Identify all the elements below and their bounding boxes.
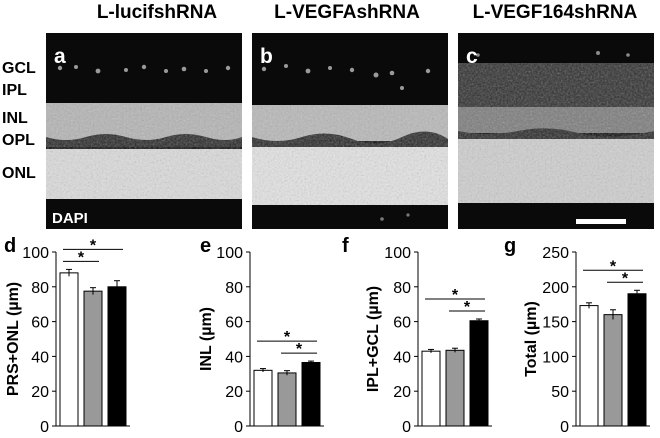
- column-title-vegfa: L-VEGFAshRNA: [274, 2, 420, 23]
- layer-label-gcl: GCL: [2, 60, 36, 77]
- panel-letter-g: g: [504, 235, 516, 257]
- bar-f-1: [421, 350, 441, 427]
- bar-g-1: [579, 305, 599, 427]
- significance-star-e: *: [296, 341, 303, 358]
- y-tick-label-f: 0: [402, 419, 411, 436]
- y-tick-label-d: 60: [31, 315, 49, 332]
- y-tick-label-f: 60: [393, 315, 411, 332]
- layer-label-inl: INL: [2, 110, 28, 127]
- y-axis-label-d: PRS+ONL (µm): [5, 282, 22, 396]
- y-tick-label-f: 20: [393, 384, 411, 401]
- significance-star-f: *: [464, 299, 471, 316]
- y-tick-label-d: 80: [31, 280, 49, 297]
- y-tick-label-e: 100: [216, 245, 243, 262]
- y-tick-label-f: 80: [393, 280, 411, 297]
- y-tick-label-d: 40: [31, 349, 49, 366]
- bar-e-1: [253, 369, 273, 427]
- significance-star-d: *: [90, 237, 97, 254]
- y-tick-label-g: 100: [542, 349, 569, 366]
- panel-letter-e: e: [200, 235, 211, 257]
- layer-label-onl: ONL: [2, 165, 36, 182]
- y-tick-label-e: 0: [234, 419, 243, 436]
- y-tick-label-e: 20: [225, 384, 243, 401]
- stain-label: DAPI: [52, 210, 88, 227]
- panel-letter-b: b: [260, 45, 273, 68]
- significance-star-d: *: [78, 249, 85, 266]
- significance-star-f: *: [452, 287, 459, 304]
- bar-g-2: [603, 314, 623, 427]
- y-tick-label-f: 100: [384, 245, 411, 262]
- y-tick-label-d: 100: [22, 245, 49, 262]
- column-title-vegf164: L-VEGF164shRNA: [472, 2, 638, 23]
- y-tick-label-e: 80: [225, 280, 243, 297]
- bar-e-2: [277, 372, 297, 427]
- bar-e-3: [301, 361, 321, 427]
- panel-letter-a: a: [54, 45, 66, 68]
- y-tick-label-g: 200: [542, 280, 569, 297]
- y-tick-label-g: 50: [551, 384, 569, 401]
- y-tick-label-e: 40: [225, 349, 243, 366]
- panel-letter-c: c: [466, 45, 478, 68]
- y-tick-label-d: 20: [31, 384, 49, 401]
- layer-label-ipl: IPL: [2, 82, 27, 99]
- panel-letter-d: d: [4, 235, 16, 257]
- bar-charts: d 0 20 40 60 80 100 PRS+ONL (µm) * * e 0 20 40 60 80 100…: [4, 235, 650, 436]
- bar-d-3: [107, 286, 127, 427]
- bar-g-3: [627, 293, 647, 427]
- y-axis-label-g: Total (µm): [523, 301, 540, 377]
- micrograph-b: b: [252, 33, 448, 229]
- y-tick-label-d: 0: [40, 419, 49, 436]
- significance-star-e: *: [284, 329, 291, 346]
- y-tick-label-g: 0: [560, 419, 569, 436]
- bar-d-2: [83, 290, 103, 427]
- micrograph-c: c: [458, 33, 654, 229]
- y-axis-label-e: INL (µm): [198, 307, 215, 371]
- micrograph-a: a DAPI: [46, 33, 242, 229]
- y-tick-label-f: 40: [393, 349, 411, 366]
- y-tick-label-e: 60: [225, 315, 243, 332]
- panel-letter-f: f: [342, 235, 349, 257]
- bar-f-2: [445, 349, 465, 427]
- column-title-luciferase: L-lucifshRNA: [96, 2, 218, 23]
- y-tick-label-g: 150: [542, 315, 569, 332]
- bar-d-1: [59, 272, 79, 427]
- scale-bar: [576, 219, 626, 224]
- layer-label-opl: OPL: [2, 132, 35, 149]
- bar-f-3: [469, 320, 489, 427]
- y-axis-label-f: IPL+GCL (µm): [365, 286, 382, 392]
- significance-star-g: *: [622, 270, 629, 287]
- y-tick-label-g: 250: [542, 245, 569, 262]
- significance-star-g: *: [610, 258, 617, 275]
